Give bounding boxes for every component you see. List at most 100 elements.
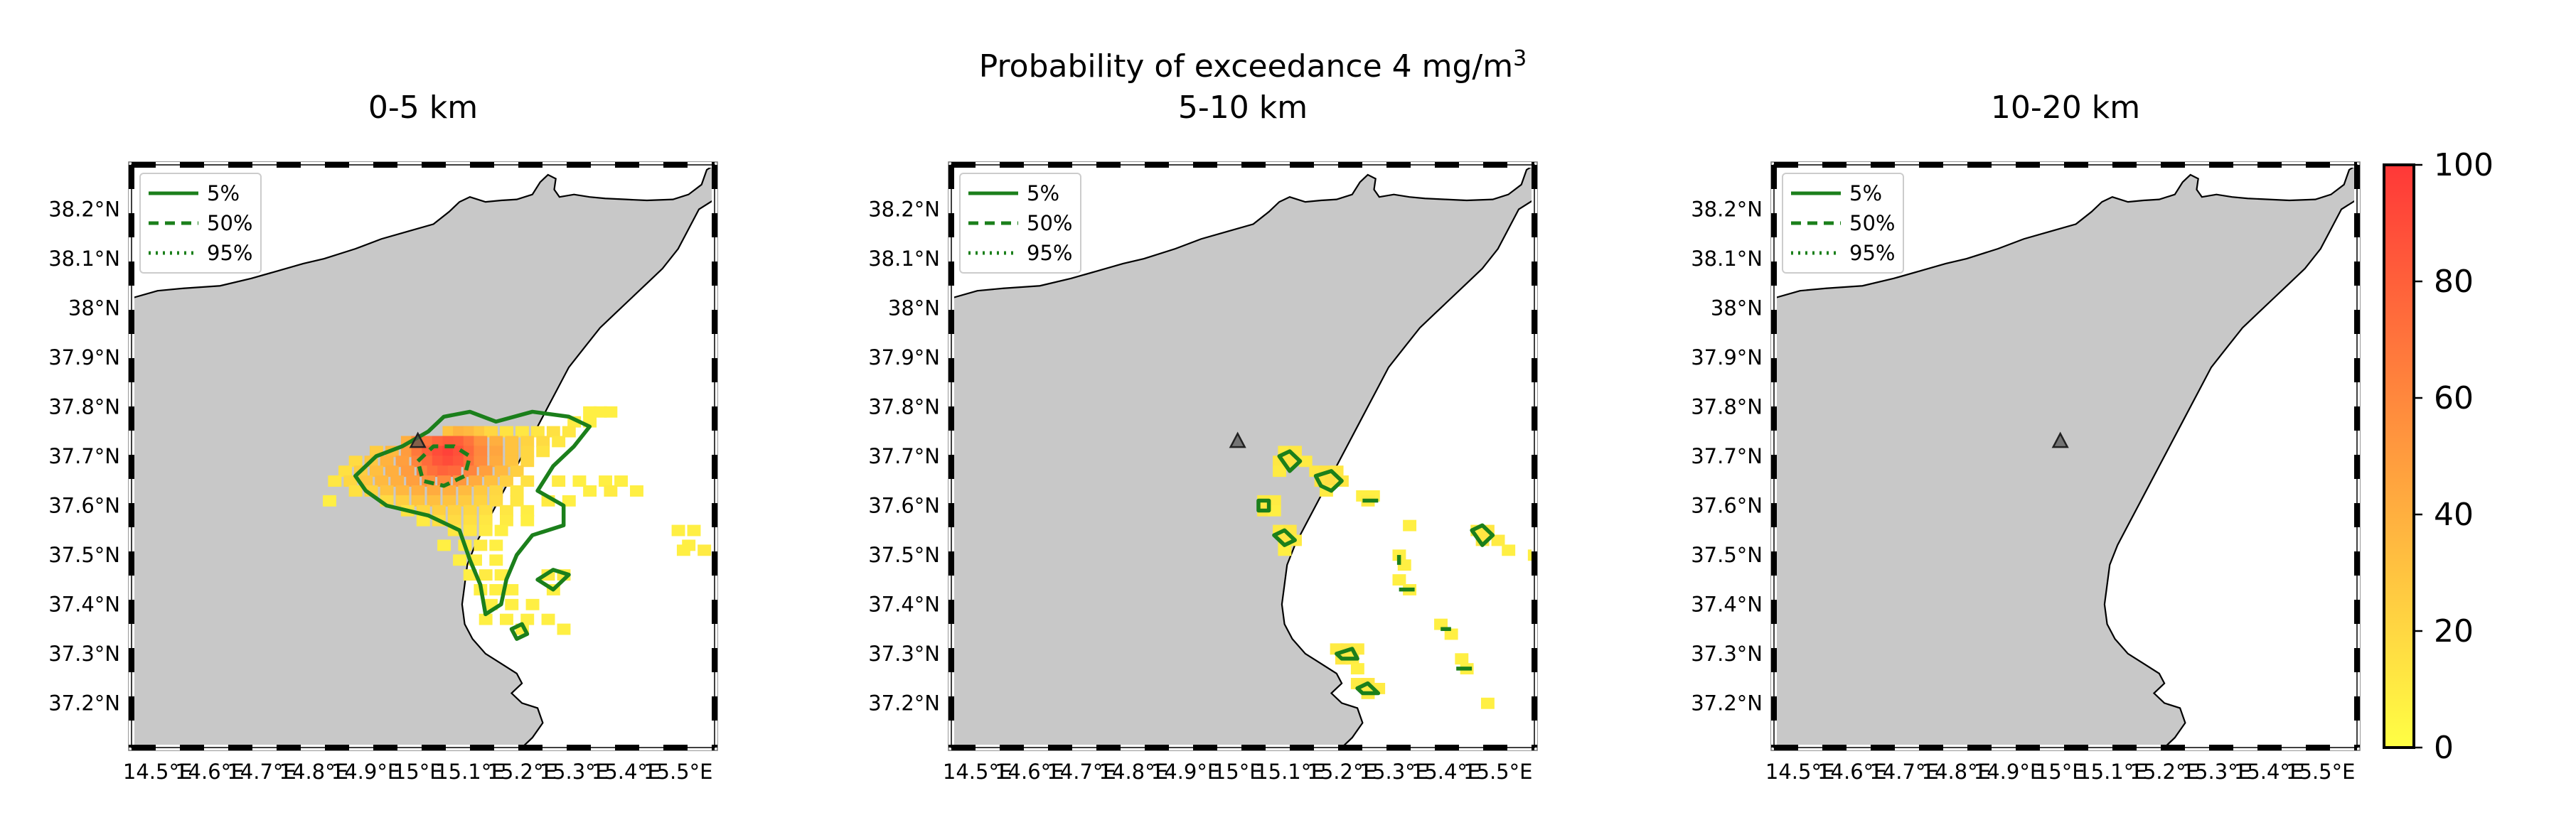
map-panel: 5-10 km 38.2°N 38.1°N 38°N 37.9°N 37.8°N 37.7°… [868, 90, 1538, 784]
heatmap-cell [380, 455, 394, 468]
legend: 5% 50% 95% [139, 173, 262, 274]
heatmap-cell [348, 455, 363, 468]
heatmap-cell [395, 495, 410, 507]
heatmap-cell [1298, 455, 1313, 468]
heatmap-cell [447, 514, 461, 527]
heatmap-cell [463, 524, 477, 536]
heatmap-cell [458, 495, 472, 507]
contour-5pct [1313, 469, 1344, 493]
vent-triangle-icon [409, 431, 427, 448]
legend: 5% 50% 95% [959, 173, 1081, 274]
lat-tick-label: 37.6°N [48, 493, 120, 517]
lat-tick-label: 37.2°N [1691, 691, 1763, 715]
suptitle-text: Probability of exceedance 4 mg/m3 [979, 46, 1527, 85]
heatmap-cell [489, 554, 503, 566]
heatmap-cell [1455, 653, 1469, 665]
heatmap-cell [474, 495, 488, 507]
heatmap-cell [520, 446, 535, 458]
heatmap-cell [437, 539, 451, 551]
heatmap-cell [599, 475, 613, 487]
heatmap-cell [406, 475, 420, 487]
lon-tick-label: 14.9°E [1974, 760, 2043, 784]
heatmap-cell [499, 475, 513, 487]
lon-tick-label: 15.3°E [2182, 760, 2251, 784]
lon-tick-label: 14.8°E [1099, 760, 1168, 784]
heatmap-cell [474, 485, 488, 497]
heatmap-cell [463, 505, 477, 517]
heatmap-cell [380, 485, 394, 497]
colorbar-tick-label: 80 [2434, 264, 2474, 300]
heatmap-cell [427, 485, 441, 497]
lat-tick-label: 37.9°N [48, 345, 120, 370]
colorbar-tick-label: 100 [2434, 147, 2494, 183]
lon-tick-label: 14.5°E [943, 760, 1012, 784]
lon-tick-label: 14.8°E [1922, 760, 1991, 784]
heatmap-cell [1267, 495, 1281, 507]
heatmap-cell [432, 446, 446, 458]
lat-tick-label: 37.7°N [868, 444, 940, 468]
panel-title: 5-10 km [1178, 90, 1308, 126]
heatmap-cell [572, 475, 587, 487]
map-frame-inner [131, 164, 715, 748]
coastline [132, 165, 715, 748]
heatmap-cell [422, 455, 436, 468]
heatmap-cell [447, 505, 461, 517]
contour-50pct [415, 444, 472, 488]
heatmap-cell [328, 475, 342, 487]
lat-tick-label: 37.4°N [48, 592, 120, 616]
colorbar: 0 20 40 60 80 100 [2383, 147, 2494, 766]
lon-tick-label: 15.5°E [1463, 760, 1532, 784]
heatmap-cell [525, 598, 540, 610]
heatmap-cell [469, 475, 482, 487]
heatmap-cell [520, 436, 535, 448]
suptitle-superscript: 3 [1513, 46, 1527, 71]
sea-area-north [951, 165, 1534, 298]
lon-tick-label: 15.5°E [2286, 760, 2355, 784]
colorbar-tick-label: 40 [2434, 497, 2474, 533]
heatmap-cell [323, 495, 336, 507]
heatmap-cell [453, 436, 467, 448]
heatmap-cell [437, 465, 451, 478]
colorbar-bar [2383, 163, 2415, 749]
lat-tick-label: 38.2°N [868, 198, 940, 222]
legend-label: 50% [1849, 211, 1895, 235]
contour-5pct [1272, 528, 1297, 547]
contour-5pct [353, 409, 592, 617]
heatmap-cell [489, 485, 503, 497]
heatmap-cell [536, 436, 550, 448]
heatmap-cell [479, 514, 493, 527]
lat-tick-label: 37.6°N [868, 493, 940, 517]
heatmap-cell [442, 485, 456, 497]
vent-triangle-icon [2051, 431, 2069, 448]
heatmap-cell [499, 613, 513, 625]
legend-label: 95% [1849, 241, 1895, 265]
lon-tick-label: 14.5°E [123, 760, 192, 784]
lon-tick-label: 15°E [1213, 760, 1263, 784]
heatmap-cell [400, 446, 415, 458]
plot-area [951, 165, 1534, 748]
lat-tick-label: 37.5°N [48, 543, 120, 567]
heatmap-cell [463, 436, 477, 448]
colorbar-tick-label: 0 [2434, 730, 2454, 766]
heatmap-cell [1325, 475, 1339, 487]
heatmap-cell [505, 598, 519, 610]
heatmap-cell [489, 455, 503, 468]
legend-label: 5% [1027, 181, 1059, 205]
lat-tick-label: 37.9°N [1691, 345, 1763, 370]
contour-5pct [535, 568, 571, 592]
heatmap-cell [411, 495, 425, 507]
lat-tick-label: 37.3°N [48, 642, 120, 666]
contour-5pct [509, 622, 530, 641]
heatmap-cell [505, 446, 519, 458]
heatmap-cell [494, 465, 508, 478]
legend-label: 50% [207, 211, 252, 235]
map-frame-inner [1773, 164, 2358, 748]
lat-tick-label: 38.1°N [868, 247, 940, 271]
heatmap-cell [427, 465, 441, 478]
legend-box [1782, 173, 1904, 274]
legend-label: 95% [207, 241, 252, 265]
heatmap-cell [520, 455, 535, 468]
suptitle-main: Probability of exceedance 4 mg/m [979, 48, 1513, 85]
heatmap-cell [489, 495, 503, 507]
lon-tick-label: 15.2°E [487, 760, 556, 784]
